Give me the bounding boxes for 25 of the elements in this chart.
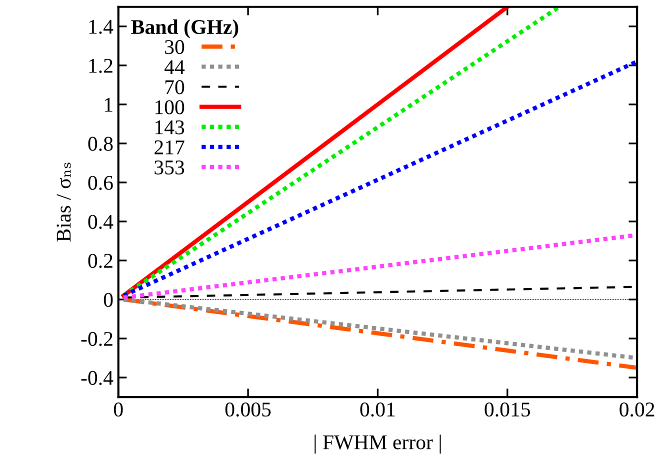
x-tick-label: 0.005 — [225, 402, 271, 417]
y-tick-label: 1 — [104, 98, 112, 112]
x-tick-label: 0.01 — [360, 402, 395, 417]
y-tick-label: 0 — [104, 292, 113, 307]
x-tick-label: 0.02 — [620, 402, 654, 417]
y-tick-label: -0.2 — [81, 332, 112, 346]
legend-label: 70 — [165, 80, 184, 94]
legend-title: Band (GHz) — [131, 19, 238, 38]
y-tick-label: 0.4 — [88, 214, 114, 229]
x-axis-title: | FWHM error | — [314, 434, 441, 454]
y-tick-label: 0.2 — [88, 254, 112, 268]
legend-label: 353 — [154, 160, 184, 174]
legend-label: 44 — [164, 60, 185, 74]
y-tick-label: -0.4 — [81, 370, 114, 386]
y-tick-label: 0.8 — [88, 136, 113, 151]
y-tick-label: 0.6 — [88, 176, 113, 190]
legend-label: 30 — [165, 40, 184, 54]
x-tick-label: 0 — [114, 402, 123, 417]
y-axis-title: Bias / σₙₛ — [56, 162, 71, 242]
y-tick-label: 1.2 — [89, 58, 112, 73]
legend-label: 100 — [156, 100, 184, 114]
y-tick-label: 1.4 — [89, 20, 114, 34]
x-tick-label: 0.015 — [484, 402, 530, 417]
legend-label: 143 — [156, 120, 184, 134]
legend-label: 217 — [154, 140, 184, 154]
